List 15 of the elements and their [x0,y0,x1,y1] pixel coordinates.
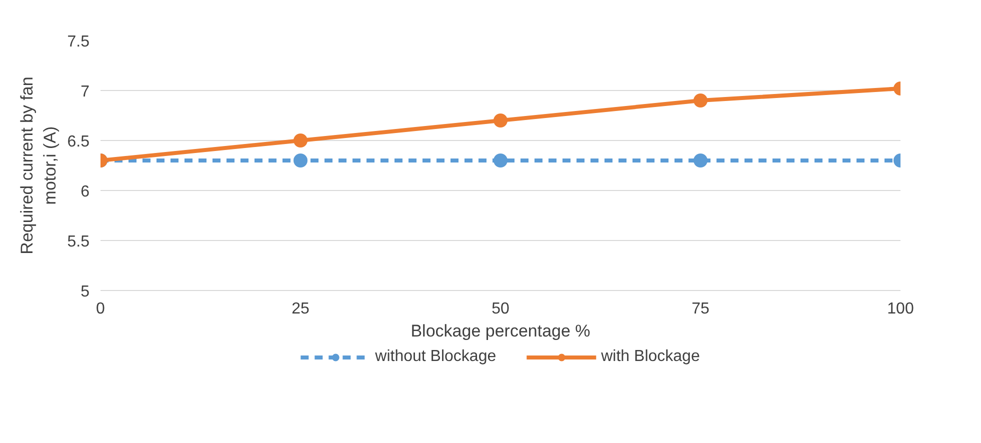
y-tick-label: 7 [80,84,90,100]
y-tick-label: 7.5 [67,34,90,50]
y-tick-label: 6 [80,184,90,200]
x-tick-label: 0 [96,300,106,318]
x-axis-title: Blockage percentage % [410,322,590,340]
legend-label: with Blockage [601,348,700,366]
legend-label: without Blockage [375,348,496,366]
x-tick-label: 50 [492,300,510,318]
y-tick-label: 6.5 [67,134,90,150]
y-tick-label: 5.5 [67,234,90,250]
x-tick-label: 25 [292,300,310,318]
y-axis-title: Required current by fan motor,i (A) [17,76,60,254]
y-tick-label: 5 [80,284,90,300]
x-tick-label: 75 [692,300,710,318]
x-tick-label: 100 [887,300,914,318]
